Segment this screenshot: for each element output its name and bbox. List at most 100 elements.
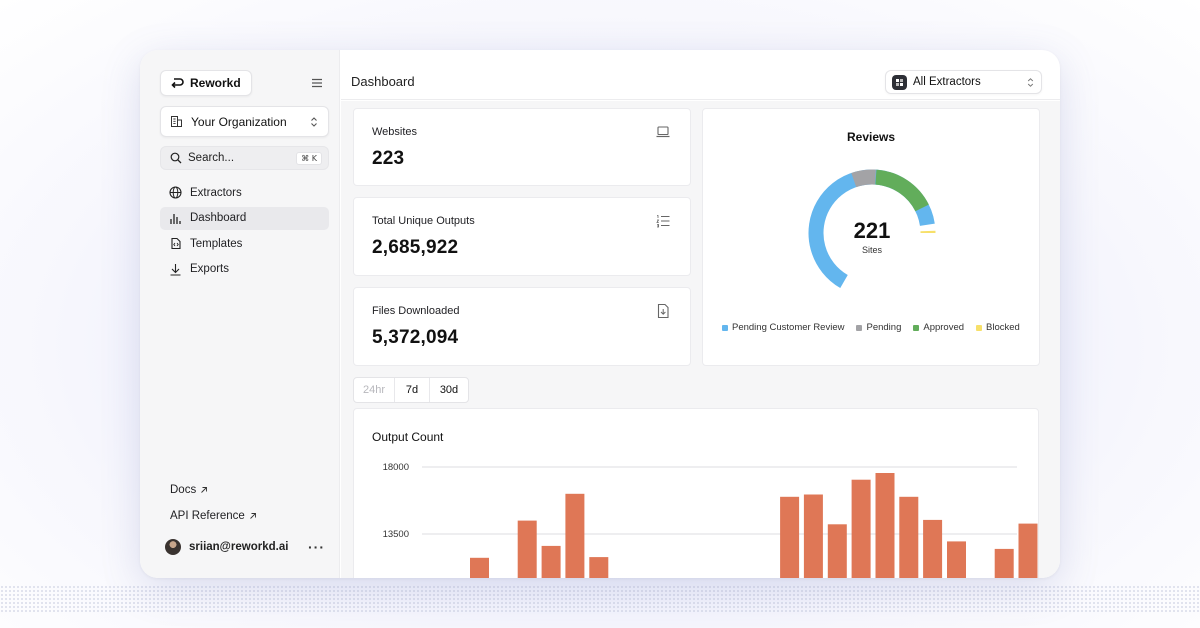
user-email: sriian@reworkd.ai — [189, 541, 289, 553]
search-placeholder: Search... — [188, 152, 235, 164]
time-range-tabs: 24hr 7d 30d — [353, 377, 469, 403]
y-tick-label: 13500 — [383, 529, 409, 540]
extractor-select[interactable]: All Extractors — [885, 70, 1042, 94]
globe-icon — [169, 186, 182, 199]
sidebar-item-extractors[interactable]: Extractors — [160, 181, 329, 204]
external-arrow-icon — [249, 513, 256, 519]
organization-switcher[interactable]: Your Organization — [160, 106, 329, 137]
legend-item-blocked[interactable]: Blocked — [976, 322, 1020, 333]
chart-bar[interactable] — [565, 493, 585, 578]
stat-card-files-downloaded: Files Downloaded 5,372,094 — [353, 287, 691, 366]
bar-chart-icon — [170, 213, 181, 224]
chart-bar[interactable] — [541, 545, 561, 578]
sidebar-item-label: Dashboard — [190, 212, 247, 224]
stat-value: 2,685,922 — [372, 237, 459, 258]
donut-center-value: 221 — [853, 218, 891, 243]
stat-card-total-unique-outputs: Total Unique Outputs 2,685,922 — [353, 197, 691, 276]
output-count-card: 18000 13500 Output Count — [353, 408, 1039, 578]
chart-bar[interactable] — [780, 496, 800, 578]
app-window: Reworkd Your Organization Search... ⌘ K — [140, 50, 1060, 578]
chart-bar[interactable] — [923, 519, 943, 578]
chevron-updown-icon — [311, 116, 317, 127]
extractor-logo-icon — [892, 74, 907, 90]
legend-label: Approved — [923, 322, 965, 333]
stat-label: Files Downloaded — [372, 305, 460, 317]
chart-title: Output Count — [372, 430, 444, 444]
chart-bar[interactable] — [1018, 523, 1038, 578]
reviews-title: Reviews — [846, 130, 896, 144]
donut-center-label: Sites — [861, 245, 882, 255]
legend-item-pending-customer-review[interactable]: Pending Customer Review — [722, 322, 844, 333]
brand-logo-button[interactable]: Reworkd — [160, 70, 252, 96]
tab-7d[interactable]: 7d — [395, 378, 430, 402]
download-icon — [170, 263, 181, 276]
tab-24hr[interactable]: 24hr — [354, 378, 395, 402]
legend-swatch — [976, 324, 983, 331]
chart-bar[interactable] — [994, 548, 1014, 578]
search-input[interactable]: Search... ⌘ K — [160, 146, 329, 170]
avatar — [165, 539, 181, 555]
donut-segment-approved[interactable] — [808, 169, 936, 297]
background-dot-pattern — [0, 585, 1200, 613]
chart-bar[interactable] — [803, 494, 823, 579]
search-shortcut-badge: ⌘ K — [296, 151, 322, 165]
reviews-legend: Pending Customer Review Pending Approved… — [722, 322, 1020, 333]
list-ordered-icon — [656, 215, 670, 228]
sidebar: Reworkd Your Organization Search... ⌘ K — [140, 50, 340, 578]
sidebar-item-exports[interactable]: Exports — [160, 258, 329, 281]
hamburger-menu-icon[interactable] — [310, 76, 324, 90]
y-tick-label: 18000 — [383, 462, 409, 473]
sidebar-item-label: Exports — [190, 263, 229, 275]
legend-item-pending[interactable]: Pending — [856, 322, 901, 333]
legend-swatch — [913, 324, 920, 331]
reviews-card: Reviews 221 Sites Pending Customer Revie… — [702, 108, 1040, 366]
header: Dashboard All Extractors — [341, 50, 1060, 100]
chevron-updown-icon — [1027, 77, 1034, 87]
page-title: Dashboard — [351, 74, 415, 89]
output-count-chart: 18000 13500 — [383, 462, 1038, 579]
sidebar-item-dashboard[interactable]: Dashboard — [160, 206, 329, 230]
sidebar-nav: Extractors Dashboard Templates Expor — [160, 181, 329, 283]
docs-link[interactable]: Docs — [170, 477, 257, 503]
chart-bar[interactable] — [851, 479, 871, 578]
brand-name: Reworkd — [190, 76, 241, 90]
chart-bar[interactable] — [947, 541, 966, 578]
legend-item-approved[interactable]: Approved — [913, 322, 964, 333]
stat-label: Total Unique Outputs — [372, 215, 475, 227]
sidebar-item-label: Extractors — [190, 186, 242, 199]
file-code-icon — [171, 237, 181, 250]
file-download-icon — [657, 303, 669, 319]
organization-name: Your Organization — [191, 114, 287, 129]
user-menu-button[interactable]: ··· — [308, 539, 325, 555]
reviews-donut-chart — [807, 168, 937, 298]
stat-label: Websites — [372, 126, 418, 138]
extractor-select-value: All Extractors — [913, 76, 981, 88]
docs-link-label: Docs — [170, 484, 197, 496]
donut-segment-pending[interactable] — [807, 168, 937, 298]
reworkd-logo-icon — [171, 78, 184, 89]
sidebar-links: Docs API Reference — [170, 477, 257, 529]
user-profile[interactable]: sriian@reworkd.ai ··· — [165, 538, 325, 556]
external-arrow-icon — [201, 487, 208, 493]
legend-swatch — [722, 324, 728, 331]
tab-30d[interactable]: 30d — [439, 384, 459, 396]
sidebar-item-label: Templates — [190, 237, 243, 250]
legend-label: Pending Customer Review — [732, 322, 845, 333]
chart-bar[interactable] — [875, 473, 895, 578]
chart-bar[interactable] — [589, 557, 609, 578]
building-icon — [171, 116, 182, 127]
laptop-icon — [656, 126, 670, 138]
api-reference-link[interactable]: API Reference — [170, 503, 257, 529]
legend-label: Pending — [866, 322, 902, 333]
chart-bar[interactable] — [517, 520, 537, 578]
search-icon — [170, 152, 182, 164]
chart-bar[interactable] — [827, 524, 847, 578]
chart-bar[interactable] — [899, 496, 919, 578]
legend-swatch — [856, 324, 863, 331]
sidebar-item-templates[interactable]: Templates — [160, 232, 329, 255]
chart-bar[interactable] — [470, 557, 489, 578]
stat-value: 223 — [372, 148, 405, 169]
legend-label: Blocked — [986, 322, 1020, 333]
stat-card-websites: Websites 223 — [353, 108, 691, 186]
stat-value: 5,372,094 — [372, 327, 459, 348]
